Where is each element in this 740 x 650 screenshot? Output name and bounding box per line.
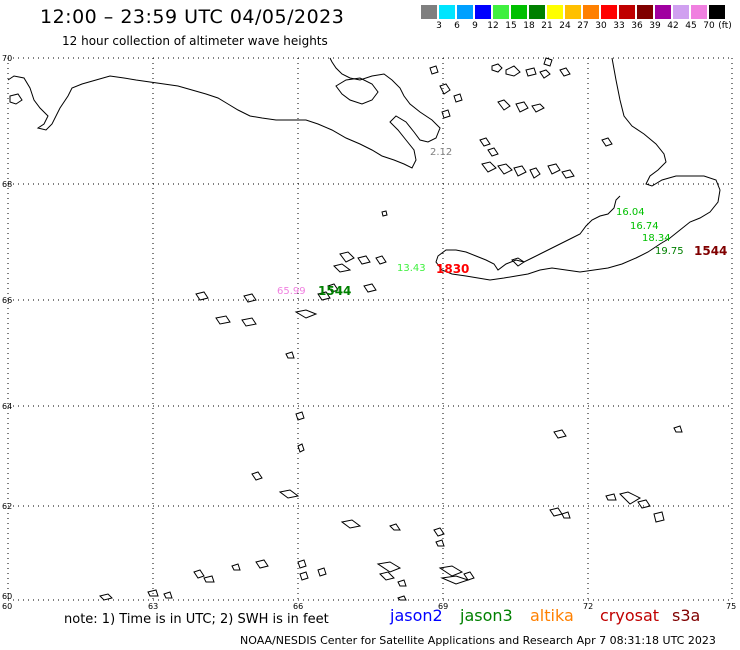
scale-label: 21 (541, 21, 553, 31)
longitude-label: 66 (293, 602, 303, 611)
credit-line: NOAA/NESDIS Center for Satellite Applica… (240, 634, 716, 647)
longitude-label: 60 (2, 602, 12, 611)
east-coastline (435, 57, 721, 281)
latitude-label: 70 (2, 54, 12, 63)
wave-height-observation: 1544 (694, 244, 727, 258)
northwest-island (9, 93, 23, 105)
wave-height-observation: 2.12 (430, 147, 452, 158)
scale-swatch (547, 5, 563, 19)
latitude-label: 66 (2, 296, 12, 305)
scale-swatch (475, 5, 491, 19)
scale-swatch (565, 5, 581, 19)
satellite-legend-s3a: s3a (672, 606, 701, 625)
wave-height-observation: 65.99 (277, 286, 306, 297)
scale-label: 42 (667, 21, 679, 31)
longitude-label: 63 (148, 602, 158, 611)
satellite-legend-jason3: jason3 (460, 606, 513, 625)
longitude-label: 75 (726, 602, 736, 611)
scale-swatch (421, 5, 437, 19)
scale-label: 3 (436, 21, 442, 31)
scale-swatch (691, 5, 707, 19)
scale-unit: (ft) (718, 21, 732, 31)
scale-label: 18 (523, 21, 535, 31)
wave-height-observation: 16.04 (616, 207, 645, 218)
scale-label: 36 (631, 21, 643, 31)
wave-height-observation: 18.34 (642, 233, 671, 244)
north-coastline (7, 57, 441, 169)
map-title: 12:00 – 23:59 UTC 04/05/2023 (40, 6, 345, 28)
scale-swatch (493, 5, 509, 19)
scale-swatch (583, 5, 599, 19)
scale-swatch (601, 5, 617, 19)
latitude-label: 68 (2, 180, 12, 189)
scale-label: 12 (487, 21, 499, 31)
satellite-legend-cryosat: cryosat (600, 606, 660, 625)
scale-swatch (619, 5, 635, 19)
scale-label: 39 (649, 21, 661, 31)
longitude-label: 69 (438, 602, 448, 611)
latitude-label: 60 (2, 592, 12, 601)
scale-label: 45 (685, 21, 697, 31)
scale-swatch (529, 5, 545, 19)
scale-swatch (673, 5, 689, 19)
wave-height-observation: 16.74 (630, 221, 659, 232)
longitude-label: 72 (583, 602, 593, 611)
footer-note: note: 1) Time is in UTC; 2) SWH is in fe… (64, 612, 329, 627)
satellite-legend-altika: altika (530, 606, 574, 625)
islands (99, 57, 683, 601)
scale-label: 6 (454, 21, 460, 31)
scale-swatch (655, 5, 671, 19)
scale-label: 9 (472, 21, 478, 31)
scale-swatch (511, 5, 527, 19)
scale-swatch (637, 5, 653, 19)
scale-swatch (457, 5, 473, 19)
map-subtitle: 12 hour collection of altimeter wave hei… (62, 34, 328, 48)
scale-label: 30 (595, 21, 607, 31)
wave-height-observation: 1830 (436, 262, 469, 276)
scale-swatch (439, 5, 455, 19)
satellite-legend-jason2: jason2 (390, 606, 443, 625)
scale-label: 24 (559, 21, 571, 31)
scale-label: 27 (577, 21, 589, 31)
scale-swatch (709, 5, 725, 19)
scale-label: 33 (613, 21, 625, 31)
wave-height-observation: 13.43 (397, 263, 426, 274)
wave-height-observation: 19.75 (655, 246, 684, 257)
peninsula-outline (335, 77, 379, 105)
wave-height-observation: 1544 (318, 284, 351, 298)
latitude-label: 62 (2, 502, 12, 511)
latitude-label: 64 (2, 402, 12, 411)
scale-label: 70 (703, 21, 715, 31)
scale-label: 15 (505, 21, 517, 31)
